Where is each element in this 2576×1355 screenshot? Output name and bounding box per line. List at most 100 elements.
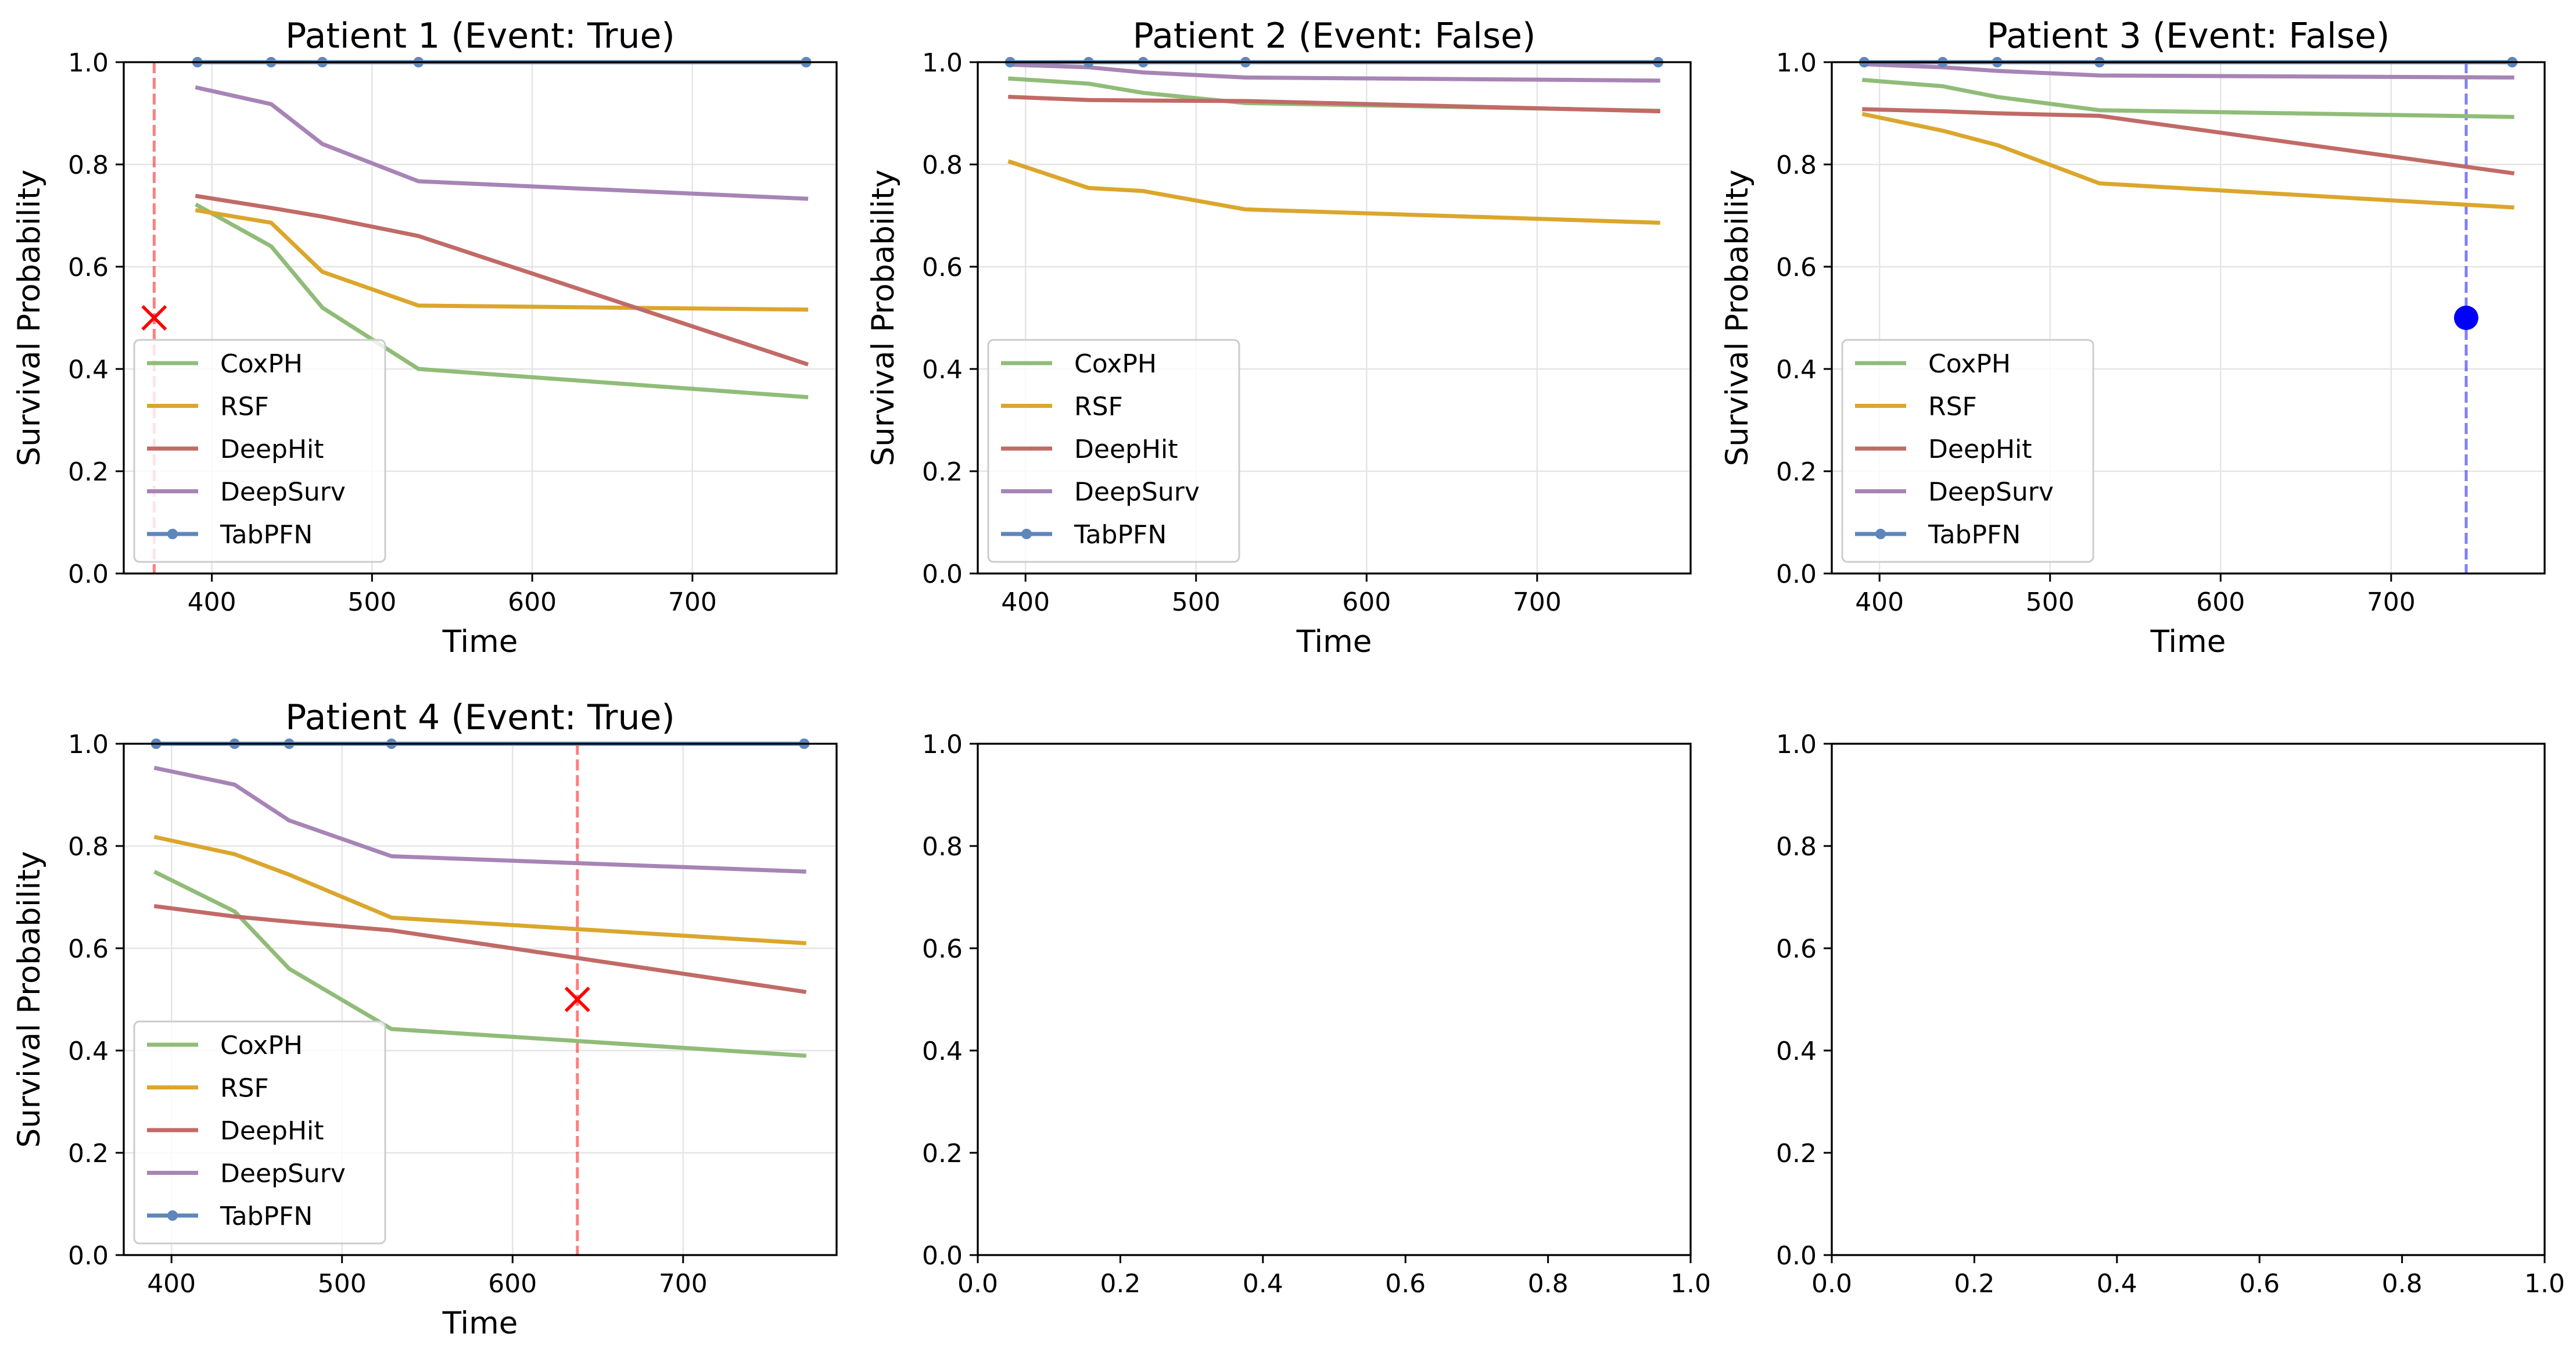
legend-box [133,1020,386,1245]
subplot-5: 0.0 0.2 0.4 0.6 0.8 1.0 0.0 0.2 0.4 0.6 0.8 1.0 [922,730,1711,1299]
legend-label: TabPFN [220,520,313,550]
legend-box [133,339,386,563]
subplot-title: Patient 2 (Event: False) [1133,16,1536,56]
y-tick-label: 1.0 [1776,48,1817,78]
series-line-deepsurv [195,85,809,201]
x-tick-label: 0.2 [1954,1269,1994,1299]
legend-box [987,339,1240,563]
series-line-deepsurv [1862,62,2514,80]
series-line-deepsurv [1008,62,1660,83]
subplot-4: 400 500 600 700 0.0 0.2 0.4 0.6 0.8 1.0 Patient 4 … [12,697,838,1341]
x-axis-label: Time [2150,624,2226,659]
legend-label: CoxPH [220,1031,303,1060]
x-tick-label: 500 [318,1269,367,1299]
y-tick-label: 0.2 [922,1139,963,1168]
x-tick-label: 600 [488,1269,537,1299]
y-tick-label: 0.8 [922,832,963,862]
y-tick-label: 1.0 [922,730,963,759]
series-line-deephit [195,193,809,367]
axes-frame [977,61,1692,575]
x-tick-label: 700 [659,1269,708,1299]
legend-label: DeepHit [1928,435,2032,464]
series-line-rsf [153,834,806,945]
subplot-1: 400 500 600 700 0.0 0.2 0.4 0.6 0.8 1.0 Patient 1 … [12,16,838,659]
x-tick-label: 0.4 [1243,1269,1283,1299]
legend-label: DeepSurv [1928,478,2054,507]
x-tick-label: 600 [2196,587,2245,617]
y-tick-label: 0.6 [1776,934,1817,964]
legend-label: DeepSurv [220,1159,346,1189]
axes-frame [1831,743,2546,1256]
legend-label: DeepHit [1074,435,1178,464]
subplot-3: 400 500 600 700 0.0 0.2 0.4 0.6 0.8 1.0 Patient 3 … [1720,16,2546,659]
x-tick-label: 500 [1172,587,1221,617]
axes-frame [123,61,838,575]
x-tick-label: 0.0 [1811,1269,1852,1299]
y-tick-label: 0.0 [922,560,963,589]
y-tick-label: 0.6 [68,253,109,282]
y-tick-label: 1.0 [68,730,109,759]
x-tick-label: 400 [147,1269,196,1299]
x-tick-label: 700 [2367,587,2416,617]
legend-label: RSF [220,392,269,422]
x-tick-label: 500 [347,587,396,617]
y-tick-label: 0.6 [1776,253,1817,282]
y-tick-label: 1.0 [68,48,109,78]
series-line-deepsurv [153,766,806,874]
legend-swatch-marker [167,1210,178,1221]
y-tick-label: 1.0 [1776,730,1817,759]
legend-swatch-marker [1021,529,1032,539]
axes-frame [123,743,838,1256]
legend-label: DeepHit [220,1116,324,1146]
y-tick-label: 0.2 [68,457,109,487]
x-axis-label: Time [442,1306,518,1341]
legend-label: CoxPH [1074,349,1157,379]
series-line-rsf [1861,112,2514,210]
x-tick-label: 0.2 [1100,1269,1140,1299]
y-tick-label: 0.0 [68,560,109,589]
legend-label: CoxPH [1928,349,2011,379]
series-line-rsf [195,208,809,312]
subplot-title: Patient 4 (Event: True) [285,697,675,738]
legend-label: CoxPH [220,349,303,379]
event-x-marker [141,305,167,331]
x-tick-label: 400 [188,587,236,617]
y-tick-label: 0.6 [922,934,963,964]
legend-box [1841,339,2094,563]
event-x-marker [564,987,590,1012]
plot-area [1832,744,2545,1255]
legend-label: DeepSurv [220,478,346,507]
y-axis-label: Survival Probability [1720,170,1755,467]
x-axis-label: Time [1296,624,1372,659]
series-line-rsf [1007,159,1660,225]
legend-label: RSF [1928,392,1977,422]
legend-label: DeepSurv [1074,478,1200,507]
x-tick-label: 0.8 [1528,1269,1569,1299]
y-tick-label: 0.4 [68,355,109,385]
x-tick-label: 0.6 [1385,1269,1426,1299]
series-line-deephit [1008,95,1660,114]
x-tick-label: 600 [1342,587,1391,617]
y-tick-label: 0.2 [68,1139,109,1168]
subplot-title: Patient 3 (Event: False) [1987,16,2390,56]
x-tick-label: 400 [1001,587,1050,617]
y-tick-label: 0.8 [1776,832,1817,862]
x-tick-label: 0.8 [2382,1269,2423,1299]
plot-area [978,744,1691,1255]
legend-label: TabPFN [220,1202,313,1231]
y-axis-label: Survival Probability [12,170,47,467]
y-tick-label: 0.8 [922,150,963,180]
series-line-deephit [1862,107,2515,175]
legend-label: RSF [1074,392,1123,422]
subplot-title: Patient 1 (Event: True) [285,16,675,56]
legend-label: DeepHit [220,435,324,464]
legend-label: TabPFN [1928,520,2021,550]
y-tick-label: 0.4 [68,1037,109,1066]
y-tick-label: 0.4 [922,355,963,385]
x-tick-label: 400 [1855,587,1904,617]
x-tick-label: 0.4 [2097,1269,2137,1299]
x-tick-label: 700 [668,587,717,617]
x-tick-label: 500 [2026,587,2075,617]
y-tick-label: 0.4 [1776,355,1817,385]
